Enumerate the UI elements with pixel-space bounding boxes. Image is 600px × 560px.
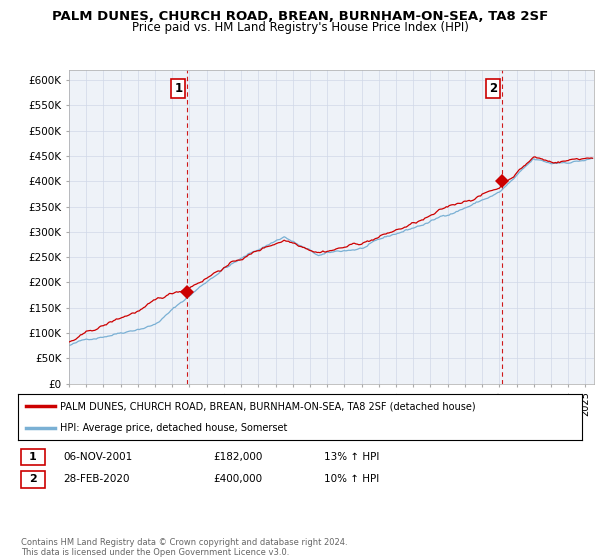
Text: 28-FEB-2020: 28-FEB-2020 [63, 474, 130, 484]
Text: 13% ↑ HPI: 13% ↑ HPI [324, 452, 379, 462]
Text: 10% ↑ HPI: 10% ↑ HPI [324, 474, 379, 484]
Text: Contains HM Land Registry data © Crown copyright and database right 2024.
This d: Contains HM Land Registry data © Crown c… [21, 538, 347, 557]
Text: 2: 2 [489, 82, 497, 95]
Text: 1: 1 [174, 82, 182, 95]
Text: 2: 2 [29, 474, 37, 484]
Text: £400,000: £400,000 [213, 474, 262, 484]
Text: £182,000: £182,000 [213, 452, 262, 462]
Text: Price paid vs. HM Land Registry's House Price Index (HPI): Price paid vs. HM Land Registry's House … [131, 21, 469, 34]
Text: HPI: Average price, detached house, Somerset: HPI: Average price, detached house, Some… [60, 423, 287, 433]
Text: 1: 1 [29, 452, 37, 462]
Text: PALM DUNES, CHURCH ROAD, BREAN, BURNHAM-ON-SEA, TA8 2SF: PALM DUNES, CHURCH ROAD, BREAN, BURNHAM-… [52, 10, 548, 23]
Text: PALM DUNES, CHURCH ROAD, BREAN, BURNHAM-ON-SEA, TA8 2SF (detached house): PALM DUNES, CHURCH ROAD, BREAN, BURNHAM-… [60, 401, 476, 411]
Text: 06-NOV-2001: 06-NOV-2001 [63, 452, 132, 462]
